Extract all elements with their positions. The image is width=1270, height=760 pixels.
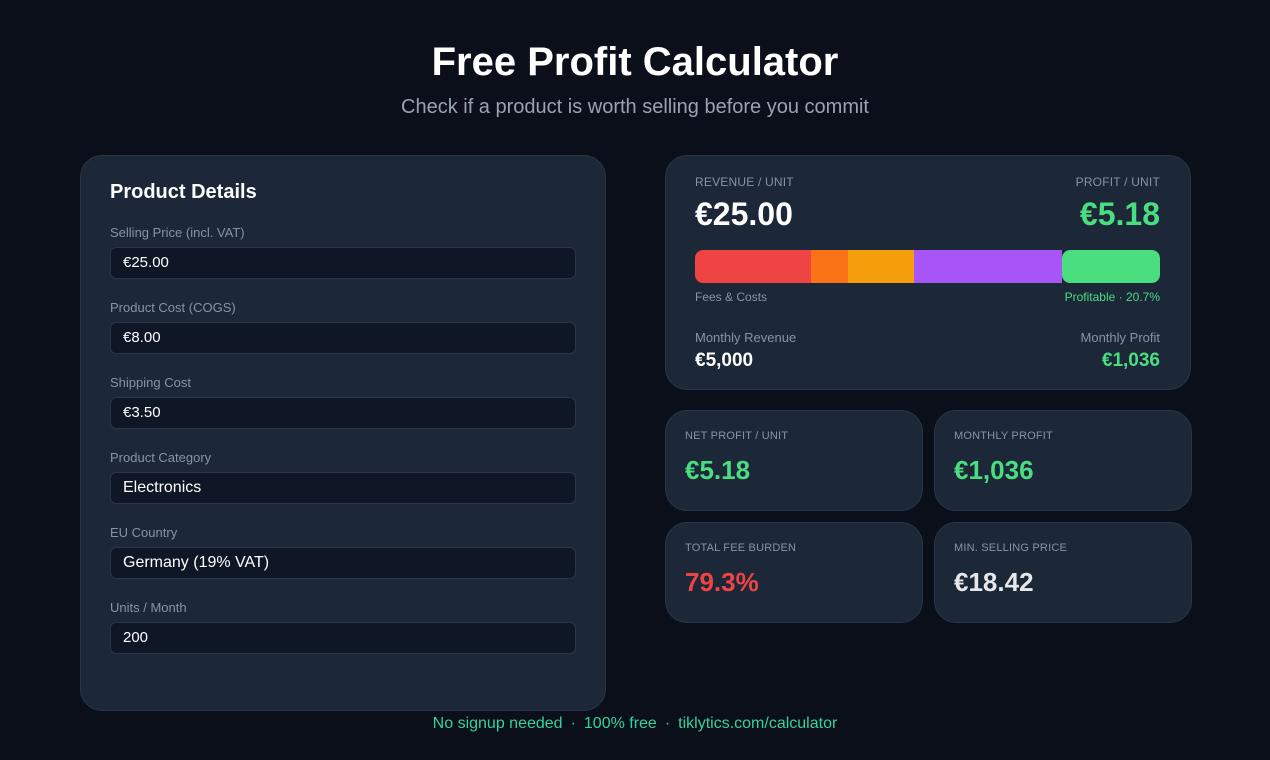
units-month-input[interactable]: 200 <box>110 622 576 654</box>
eu-country-select[interactable]: Germany (19% VAT) <box>110 547 576 579</box>
fees-costs-caption: Fees & Costs <box>695 290 768 304</box>
shipping-cost-label: Shipping Cost <box>110 375 191 390</box>
min-price-tile: MIN. SELLING PRICE €18.42 <box>934 522 1192 623</box>
monthly-profit-label: Monthly Profit <box>1080 330 1160 345</box>
units-month-field: Units / Month 200 <box>110 600 576 654</box>
profit-per-unit-value: €5.18 <box>1079 196 1160 232</box>
monthly-profit-tile: MONTHLY PROFIT €1,036 <box>934 410 1192 511</box>
product-category-label: Product Category <box>110 450 212 465</box>
eu-country-field: EU Country Germany (19% VAT) <box>110 525 576 579</box>
product-category-field: Product Category Electronics <box>110 450 576 504</box>
selling-price-label: Selling Price (incl. VAT) <box>110 225 245 240</box>
fee-burden-label: TOTAL FEE BURDEN <box>685 542 797 554</box>
min-price-label: MIN. SELLING PRICE <box>954 542 1068 554</box>
min-price-value: €18.42 <box>954 567 1034 597</box>
shipping-cost-input[interactable]: €3.50 <box>110 397 576 429</box>
net-profit-label: NET PROFIT / UNIT <box>685 430 789 442</box>
fee-burden-tile: TOTAL FEE BURDEN 79.3% <box>665 522 923 623</box>
product-details-panel: Product Details Selling Price (incl. VAT… <box>80 155 606 711</box>
product-category-select[interactable]: Electronics <box>110 472 576 504</box>
fee-burden-value: 79.3% <box>685 567 759 597</box>
footer-separator: · <box>570 715 576 732</box>
fee-bar-segment <box>695 250 812 283</box>
profit-per-unit-label: PROFIT / UNIT <box>1075 175 1160 189</box>
fee-breakdown-bar <box>695 250 1160 283</box>
product-details-title: Product Details <box>110 181 257 203</box>
shipping-cost-field: Shipping Cost €3.50 <box>110 375 576 429</box>
net-profit-value: €5.18 <box>685 455 751 485</box>
fee-bar-segment <box>811 250 849 283</box>
eu-country-label: EU Country <box>110 525 178 540</box>
fee-bar-segment <box>913 250 1063 283</box>
fee-bar-segment <box>1062 250 1160 283</box>
footer-no-signup: No signup needed <box>432 715 563 732</box>
product-cost-input[interactable]: €8.00 <box>110 322 576 354</box>
footer-link[interactable]: tiklytics.com/calculator <box>678 715 838 732</box>
product-cost-label: Product Cost (COGS) <box>110 300 236 315</box>
revenue-per-unit-value: €25.00 <box>695 196 793 232</box>
selling-price-field: Selling Price (incl. VAT) €25.00 <box>110 225 576 279</box>
profitable-caption: Profitable · 20.7% <box>1064 290 1160 304</box>
footer-free: 100% free <box>583 715 657 732</box>
profit-summary-card: REVENUE / UNIT €25.00 PROFIT / UNIT €5.1… <box>665 155 1191 390</box>
monthly-revenue-label: Monthly Revenue <box>695 330 797 345</box>
page-subtitle: Check if a product is worth selling befo… <box>401 96 869 118</box>
footer: No signup needed · 100% free · tiklytics.com… <box>0 715 1270 733</box>
units-month-label: Units / Month <box>110 600 187 615</box>
monthly-profit-value: €1,036 <box>1101 350 1160 371</box>
product-cost-field: Product Cost (COGS) €8.00 <box>110 300 576 354</box>
monthly-profit-tile-label: MONTHLY PROFIT <box>954 430 1053 442</box>
fee-bar-segment <box>848 250 914 283</box>
monthly-profit-tile-value: €1,036 <box>954 455 1034 485</box>
page-title: Free Profit Calculator <box>431 40 839 84</box>
monthly-revenue-value: €5,000 <box>695 350 754 371</box>
net-profit-tile: NET PROFIT / UNIT €5.18 <box>665 410 923 511</box>
revenue-per-unit-label: REVENUE / UNIT <box>695 175 794 189</box>
selling-price-input[interactable]: €25.00 <box>110 247 576 279</box>
footer-separator: · <box>664 715 671 732</box>
